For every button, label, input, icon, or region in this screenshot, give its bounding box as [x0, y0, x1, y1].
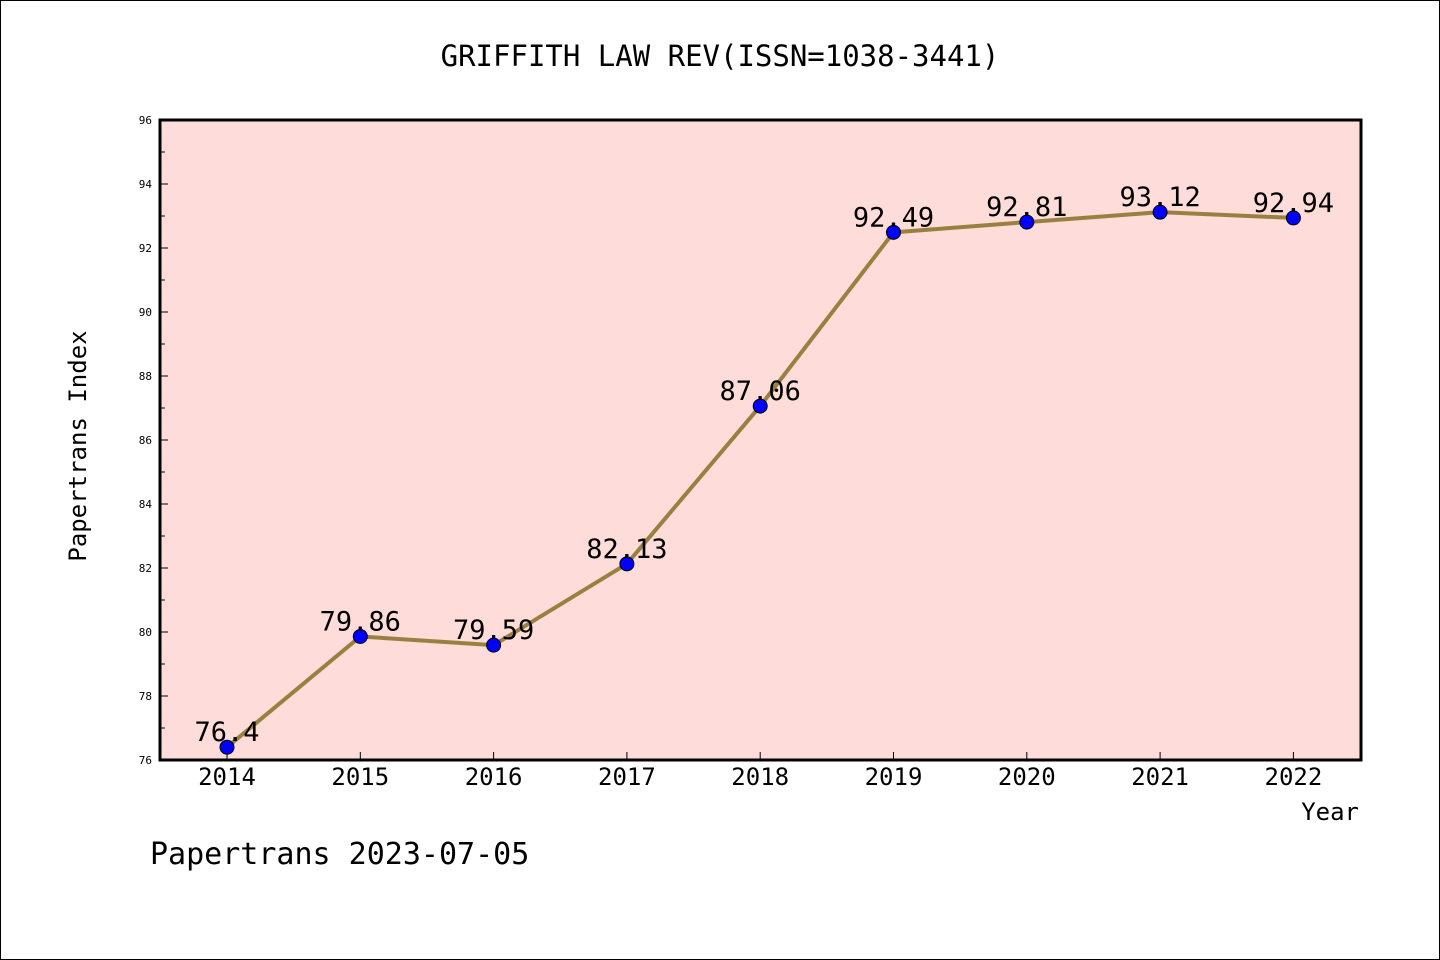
x-tick-label: 2019: [865, 763, 923, 791]
data-label: 93.12: [1119, 182, 1200, 213]
data-point: [1285, 210, 1301, 226]
y-tick-label: 92: [139, 242, 152, 255]
x-tick-label: 2017: [598, 763, 656, 791]
x-tick-label: 2022: [1265, 763, 1323, 791]
chart-title: GRIFFITH LAW REV(ISSN=1038-3441): [441, 39, 1000, 73]
plot-frame: [158, 118, 1363, 762]
data-label: 79.86: [320, 606, 401, 637]
y-tick-label: 76: [139, 754, 152, 767]
x-tick-label: 2014: [198, 763, 256, 791]
data-label: 76.4: [194, 717, 259, 748]
x-axis: 2014 2015 2016 2017 2018 2019 2020 2021 2022: [198, 752, 1322, 791]
y-tick-label: 82: [139, 562, 152, 575]
y-tick-label: 94: [139, 178, 153, 191]
y-tick-label: 90: [139, 306, 152, 319]
data-point: [619, 556, 635, 572]
data-label: 82.13: [586, 534, 667, 565]
y-tick-label: 80: [139, 626, 152, 639]
y-tick-label: 96: [139, 114, 152, 127]
data-label: 92.81: [986, 192, 1067, 223]
x-tick-label: 2020: [998, 763, 1056, 791]
data-point: [352, 628, 368, 644]
data-point: [486, 637, 502, 653]
x-axis-label: Year: [1301, 798, 1359, 826]
y-tick-label: 86: [139, 434, 152, 447]
x-tick-label: 2021: [1131, 763, 1189, 791]
data-point: [1152, 204, 1168, 220]
data-label: 87.06: [720, 376, 801, 407]
y-tick-label: 78: [139, 690, 152, 703]
data-point: [219, 739, 235, 755]
data-point: [752, 398, 768, 414]
plot-area: [160, 120, 1361, 760]
x-tick-label: 2015: [331, 763, 389, 791]
y-tick-label: 88: [139, 370, 152, 383]
x-tick-label: 2016: [465, 763, 523, 791]
data-point: [886, 224, 901, 240]
footer-credit: Papertrans 2023-07-05: [150, 837, 529, 872]
data-point: [1019, 214, 1035, 230]
data-label: 92.94: [1253, 188, 1334, 219]
data-label: 92.49: [853, 202, 934, 233]
x-tick-label: 2018: [731, 763, 789, 791]
data-label: 79.59: [453, 615, 534, 646]
series-layer: 76.4 79.86 79.59 82.13 87.06 92.49 92.81 93.12 9…: [194, 182, 1334, 755]
y-axis-label: Papertrans Index: [64, 330, 92, 561]
y-tick-label: 84: [139, 498, 153, 511]
